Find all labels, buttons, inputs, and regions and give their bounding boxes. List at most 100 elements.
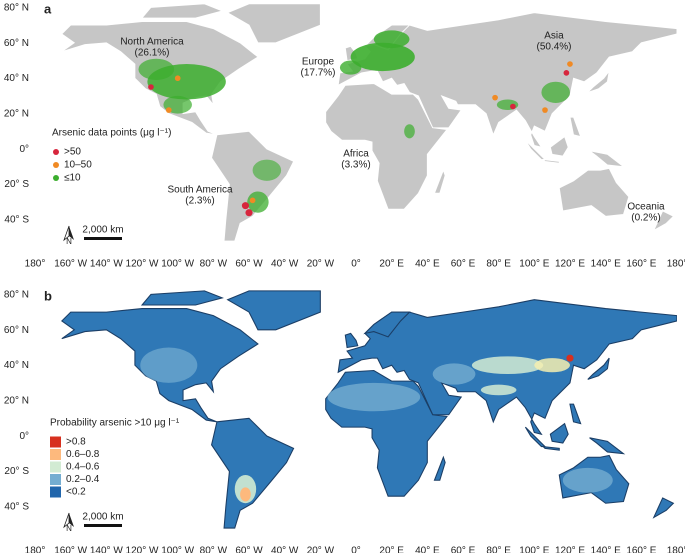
lon-tick-label: 60° E: [451, 259, 476, 270]
land: [60, 2, 677, 242]
lon-tick-label: 20° W: [307, 546, 335, 553]
lon-tick-label: 60° E: [451, 546, 476, 553]
lon-tick-label: 60° W: [235, 259, 263, 270]
legend-swatch: [50, 474, 61, 485]
north-arrow: [63, 512, 70, 529]
patch: [240, 487, 251, 502]
lat-tick-label: 0°: [19, 431, 29, 442]
lon-tick-label: 60° W: [235, 546, 263, 553]
point-cluster: [252, 159, 282, 181]
legend-marker: [53, 149, 59, 155]
north-arrow: [63, 225, 70, 242]
point: [165, 107, 172, 113]
region-share: (3.3%): [341, 160, 370, 171]
legend-swatch: [50, 449, 61, 460]
panel-label: a: [44, 1, 52, 16]
region-share: (0.2%): [631, 213, 660, 224]
region-share: (17.7%): [300, 68, 335, 79]
lon-tick-label: 40° E: [415, 546, 440, 553]
region-name: Oceania: [627, 202, 665, 213]
region-name: South America: [167, 185, 232, 196]
lon-tick-label: 80° E: [486, 546, 511, 553]
lon-tick-label: 20° E: [379, 259, 404, 270]
lat-tick-label: 0°: [19, 144, 29, 155]
north-label: N: [66, 524, 72, 533]
region-name: Africa: [343, 149, 369, 160]
legend-swatch: [50, 436, 61, 448]
lat-tick-label: 40° N: [4, 360, 29, 371]
region-name: North America: [120, 37, 184, 48]
patch: [471, 356, 544, 375]
scale-bar: [84, 524, 122, 527]
lat-tick-label: 80° N: [4, 3, 29, 14]
lon-tick-label: 100° W: [161, 546, 194, 553]
lon-tick-label: 120° E: [555, 259, 585, 270]
map-a: [35, 0, 677, 254]
point: [174, 75, 181, 82]
north-arrow: [69, 226, 74, 240]
region-share: (50.4%): [536, 42, 571, 53]
scale-bar: [84, 237, 122, 240]
scale-label: 2,000 km: [82, 225, 123, 236]
legend-marker: [53, 175, 59, 181]
lon-tick-label: 160° W: [54, 259, 87, 270]
legend-label: ≤10: [64, 173, 81, 184]
point: [563, 70, 570, 76]
lon-tick-label: 180°: [25, 259, 46, 270]
patch: [562, 467, 613, 493]
point-cluster: [339, 60, 362, 75]
legend-swatch: [50, 461, 61, 473]
lon-tick-label: 160° W: [54, 546, 87, 553]
lon-tick-label: 40° E: [415, 259, 440, 270]
point-cluster: [247, 191, 269, 213]
lon-tick-label: 40° W: [271, 546, 299, 553]
lon-tick-label: 140° W: [90, 259, 123, 270]
scale-label: 2,000 km: [82, 512, 123, 523]
point-cluster: [404, 124, 415, 139]
point: [245, 209, 253, 217]
lon-tick-label: 80° E: [486, 259, 511, 270]
lon-tick-label: 100° E: [519, 546, 549, 553]
patch: [480, 384, 517, 396]
lat-tick-label: 20° S: [4, 179, 29, 190]
region-name: Europe: [302, 57, 335, 68]
legend-label: 0.4–0.6: [66, 462, 100, 473]
region-name: Asia: [544, 31, 564, 42]
point-cluster: [373, 30, 410, 49]
legend-label: <0.2: [66, 487, 86, 498]
lon-tick-label: 160° E: [626, 546, 656, 553]
map-b: [35, 287, 677, 541]
lat-tick-label: 40° S: [4, 214, 29, 225]
lon-tick-label: 80° W: [200, 546, 228, 553]
patch: [327, 382, 421, 412]
lon-tick-label: 20° W: [307, 259, 335, 270]
lon-tick-label: 0°: [351, 259, 361, 270]
patch: [566, 354, 574, 362]
legend-label: 10–50: [64, 160, 92, 171]
lat-tick-label: 20° N: [4, 396, 29, 407]
probability-patches: [140, 347, 613, 504]
lon-tick-label: 40° W: [271, 259, 299, 270]
lon-tick-label: 180°: [25, 546, 46, 553]
region-share: (26.1%): [134, 48, 169, 59]
patch: [432, 363, 476, 385]
lat-tick-label: 80° N: [4, 290, 29, 301]
point: [241, 202, 250, 210]
lat-tick-label: 60° N: [4, 38, 29, 49]
region-share: (2.3%): [185, 196, 214, 207]
lon-tick-label: 120° E: [555, 546, 585, 553]
patch: [140, 347, 198, 383]
legend-swatch: [50, 486, 61, 498]
legend-title: Arsenic data points (μg l⁻¹): [52, 128, 171, 139]
patch: [534, 358, 570, 373]
lon-tick-label: 140° E: [591, 259, 621, 270]
lon-tick-label: 0°: [351, 546, 361, 553]
north-label: N: [66, 237, 72, 246]
lat-tick-label: 20° N: [4, 109, 29, 120]
point-cluster: [138, 58, 175, 80]
legend-label: >0.8: [66, 437, 86, 448]
legend-label: 0.2–0.4: [66, 474, 100, 485]
lon-tick-label: 160° E: [626, 259, 656, 270]
